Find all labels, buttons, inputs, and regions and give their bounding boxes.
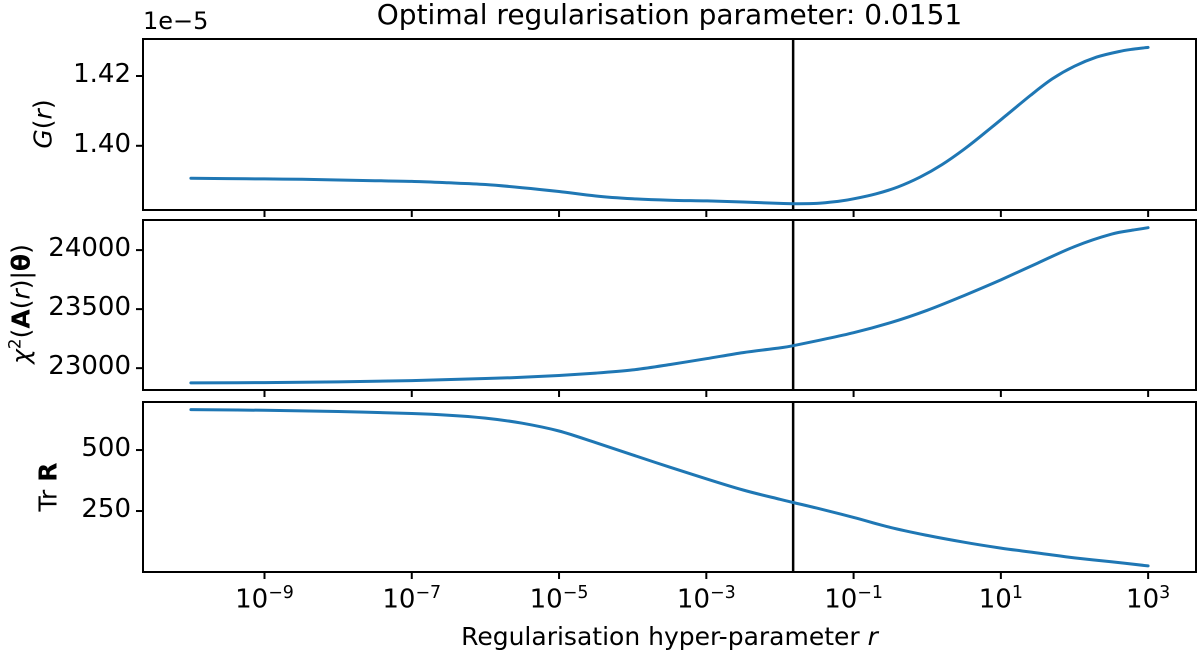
y-axis-offset-text: 1e−5 xyxy=(143,7,209,35)
x-axis-label: Regularisation hyper-parameter r xyxy=(461,622,878,651)
y-tick-label: 23500 xyxy=(48,292,131,323)
y-tick-label: 250 xyxy=(81,494,131,525)
curve-G(r) xyxy=(189,45,1150,206)
x-tick-label: 103 xyxy=(1126,583,1171,615)
y-tick-label: 1.40 xyxy=(73,128,131,159)
y-tick-label: 1.42 xyxy=(73,58,131,89)
y-tick-label: 24000 xyxy=(48,233,131,264)
curve-chi2 xyxy=(189,226,1150,385)
figure-title: Optimal regularisation parameter: 0.0151 xyxy=(376,0,963,31)
x-tick-label: 10−1 xyxy=(824,583,883,615)
x-tick-label: 10−9 xyxy=(235,583,294,615)
x-tick-label: 10−5 xyxy=(529,583,589,615)
y-tick-label: 23000 xyxy=(48,351,131,382)
curve-TrR xyxy=(189,408,1150,568)
subplot-2-frame xyxy=(142,219,1197,391)
x-tick-label: 101 xyxy=(978,583,1023,615)
x-tick-label: 10−3 xyxy=(676,583,736,615)
y-tick-label: 500 xyxy=(81,433,131,464)
subplot-3-frame xyxy=(142,401,1197,573)
x-tick-label: 10−7 xyxy=(382,583,442,615)
subplot-1-frame xyxy=(142,38,1197,211)
